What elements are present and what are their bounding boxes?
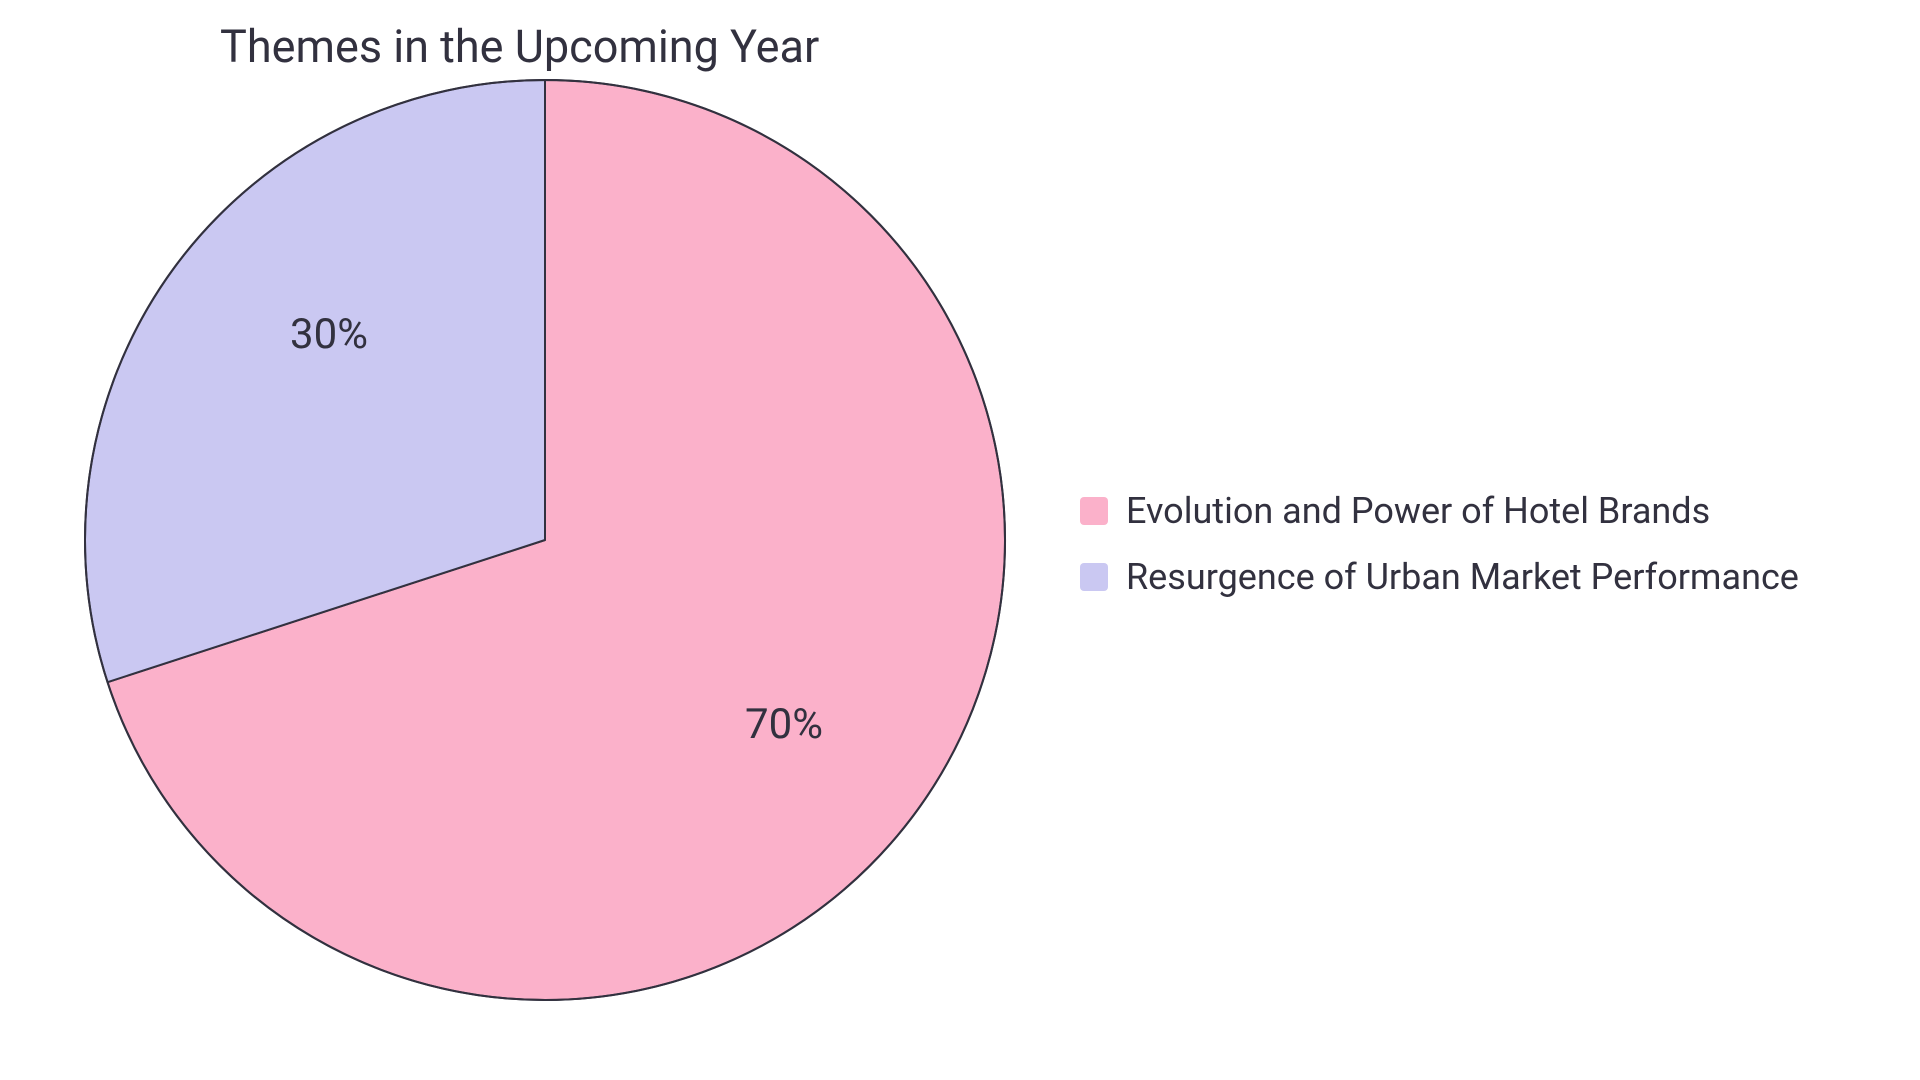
legend-item-1: Resurgence of Urban Market Performance [1080, 556, 1799, 598]
pie-chart [81, 76, 1009, 1004]
chart-title: Themes in the Upcoming Year [220, 20, 819, 73]
pie-chart-container: Themes in the Upcoming Year 70% 30% Evolu… [0, 0, 1920, 1080]
legend-item-0: Evolution and Power of Hotel Brands [1080, 490, 1799, 532]
legend-swatch-1 [1080, 563, 1108, 591]
pct-label-1: 30% [290, 310, 368, 359]
legend-label-0: Evolution and Power of Hotel Brands [1126, 490, 1710, 532]
legend-swatch-0 [1080, 497, 1108, 525]
pct-label-0: 70% [745, 700, 823, 749]
legend: Evolution and Power of Hotel Brands Resur… [1080, 490, 1799, 598]
legend-label-1: Resurgence of Urban Market Performance [1126, 556, 1799, 598]
